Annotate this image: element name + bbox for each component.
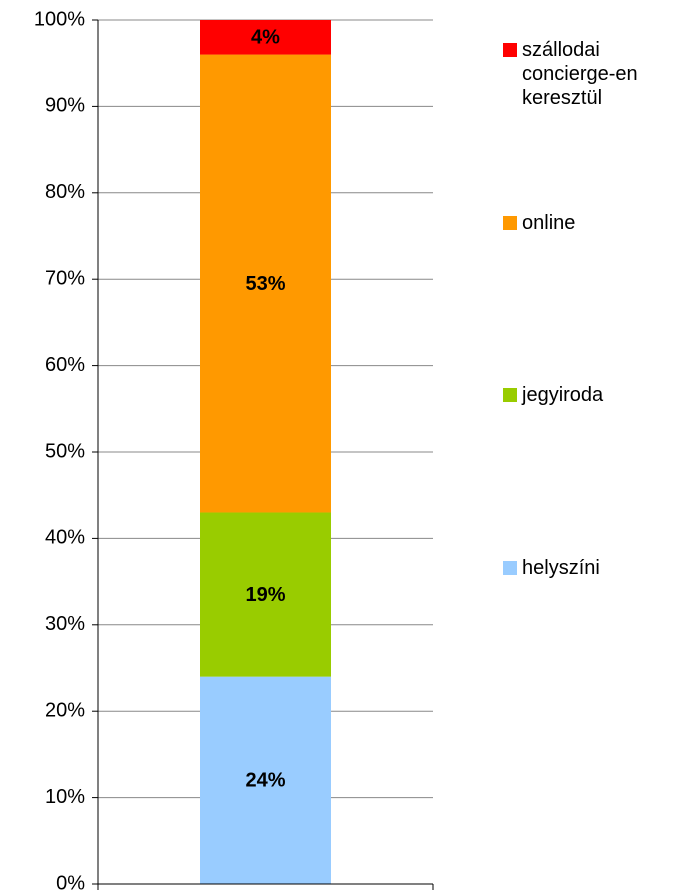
y-tick-label: 60% — [45, 354, 85, 376]
bar-segment — [200, 512, 331, 677]
y-tick-label: 80% — [45, 181, 85, 203]
legend-item: online — [503, 211, 679, 235]
legend-swatch — [503, 560, 517, 575]
y-tick-label: 10% — [45, 786, 85, 808]
value-label: 19% — [245, 584, 285, 606]
legend-label: online — [522, 211, 576, 234]
y-tick-label: 40% — [45, 527, 85, 549]
y-tick-label: 0% — [56, 872, 85, 894]
y-tick-label: 100% — [34, 8, 85, 30]
legend-label: szállodai concierge-en keresztül — [522, 39, 638, 109]
legend-swatch — [503, 215, 517, 230]
value-label: 4% — [251, 27, 280, 49]
y-tick-label: 20% — [45, 699, 85, 721]
value-label: 53% — [245, 273, 285, 295]
y-tick-label: 50% — [45, 440, 85, 462]
legend-swatch — [503, 388, 517, 402]
value-label: 24% — [245, 770, 285, 792]
bar-segment — [200, 54, 331, 513]
y-tick-label: 90% — [45, 95, 85, 117]
legend-label: helyszíni — [522, 556, 600, 579]
legend-swatch — [503, 43, 517, 57]
legend-item: szállodai concierge-en keresztül — [503, 38, 679, 110]
y-tick-label: 70% — [45, 267, 85, 289]
bar-segment — [200, 20, 331, 55]
legend-label: jegyiroda — [522, 384, 604, 406]
y-tick-label: 30% — [45, 613, 85, 635]
legend-item: helyszíni — [503, 556, 679, 580]
bar-segment — [200, 676, 331, 884]
legend-item: jegyiroda — [503, 383, 679, 407]
